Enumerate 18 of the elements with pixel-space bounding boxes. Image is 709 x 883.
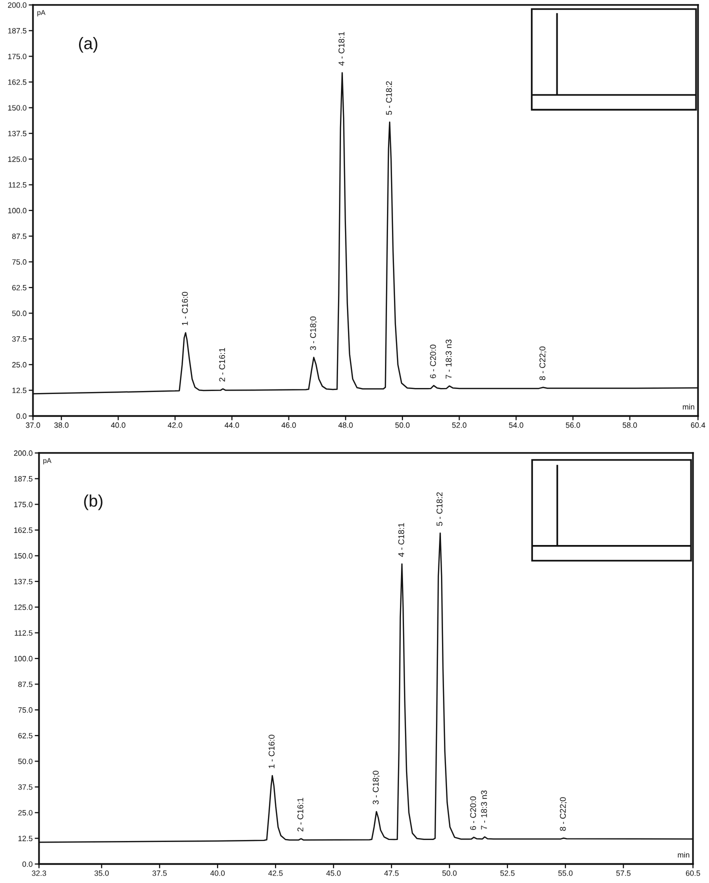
annotation: 3 - C18;0	[310, 316, 317, 350]
annotation: 2 - C16:1	[297, 798, 304, 832]
annotation: 8 - C22;0	[560, 797, 567, 831]
annotation: 4 - C18:1	[338, 32, 344, 66]
annotation: 5 - C18:2	[436, 492, 442, 526]
annotation: 8 - C22;0	[539, 346, 546, 380]
annotation: 1 - C16:0	[182, 292, 188, 326]
annotation: 7 - 18:3 n3	[481, 790, 487, 830]
text: (b)	[84, 494, 102, 510]
annotation: 6 - C20:0	[430, 344, 436, 378]
annotation: 5 - C18:2	[386, 81, 392, 115]
annotation: 2 - C16:1	[219, 348, 226, 382]
annotation: 7 - 18:3 n3	[446, 340, 452, 379]
text: (a)	[79, 37, 98, 53]
annotation: 6 - C20:0	[470, 796, 476, 830]
annotation: 4 - C18:1	[398, 523, 404, 557]
annotation: 3 - C18;0	[372, 770, 380, 804]
annotation: 1 - C16:0	[268, 734, 275, 768]
